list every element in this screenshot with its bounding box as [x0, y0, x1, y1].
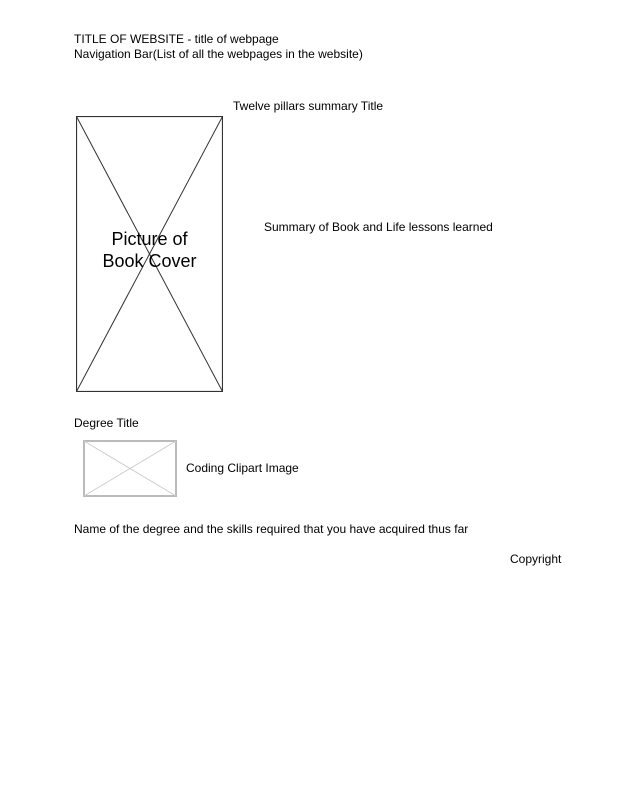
degree-title: Degree Title — [74, 416, 139, 430]
copyright-text: Copyright — [510, 552, 562, 566]
image-placeholder-icon — [76, 116, 223, 392]
degree-description: Name of the degree and the skills requir… — [74, 522, 469, 536]
pillars-summary-title: Twelve pillars summary Title — [233, 99, 384, 113]
coding-clipart-image-placeholder — [83, 440, 177, 497]
navigation-bar[interactable]: Navigation Bar(List of all the webpages … — [74, 47, 363, 61]
book-cover-label: Picture of Book Cover — [102, 229, 197, 271]
book-cover-image-placeholder: Picture of Book Cover — [76, 116, 223, 392]
coding-clipart-caption: Coding Clipart Image — [186, 461, 299, 475]
book-summary-text: Summary of Book and Life lessons learned — [264, 220, 493, 234]
site-title: TITLE OF WEBSITE - title of webpage — [74, 32, 279, 46]
image-placeholder-icon — [83, 440, 177, 497]
